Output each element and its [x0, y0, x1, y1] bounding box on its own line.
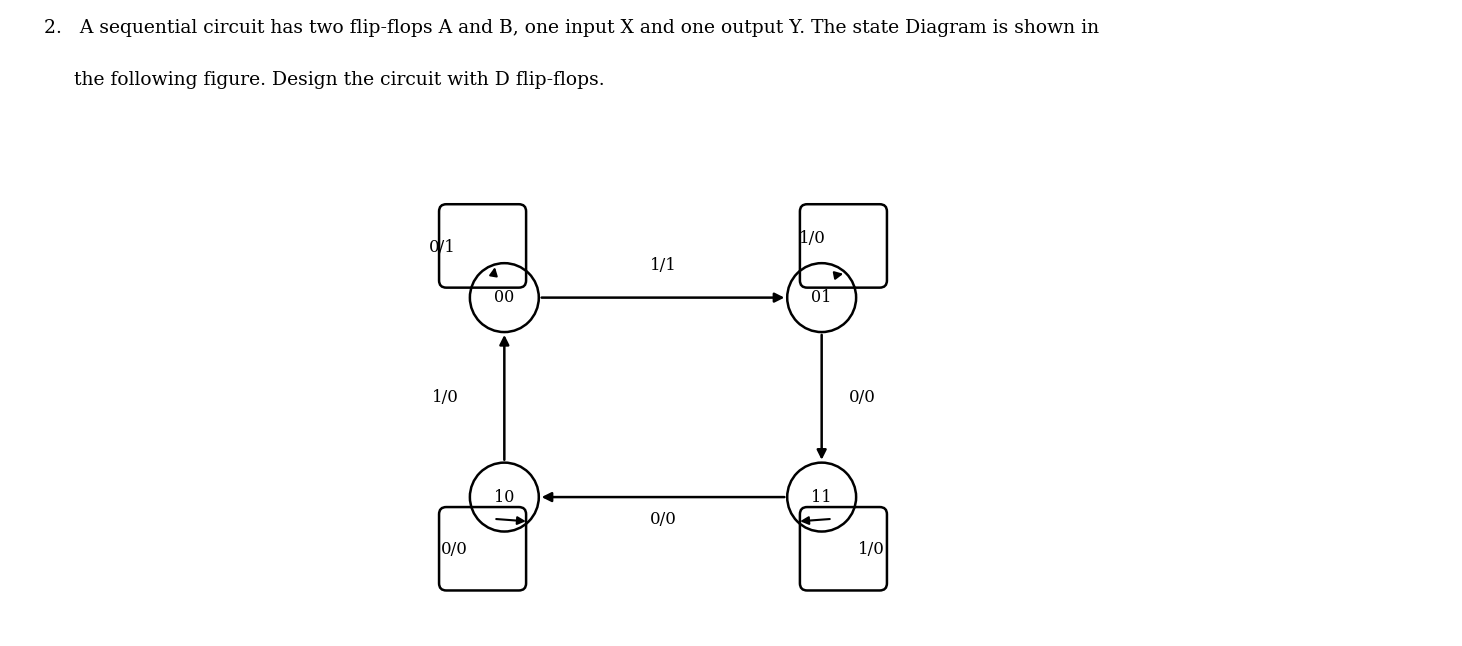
Text: 1/0: 1/0 — [431, 389, 459, 406]
Text: 00: 00 — [494, 289, 515, 306]
Text: 0/0: 0/0 — [442, 541, 468, 558]
Text: 0/0: 0/0 — [849, 389, 876, 406]
Text: 01: 01 — [811, 289, 832, 306]
Text: 11: 11 — [811, 488, 832, 506]
Text: 1/1: 1/1 — [649, 257, 677, 275]
Text: 10: 10 — [494, 488, 515, 506]
Text: 1/0: 1/0 — [800, 230, 826, 247]
Text: 2.   A sequential circuit has two flip-flops A and B, one input X and one output: 2. A sequential circuit has two flip-flo… — [44, 19, 1099, 37]
Text: 0/0: 0/0 — [649, 511, 677, 528]
Text: 1/0: 1/0 — [858, 541, 885, 558]
Text: the following figure. Design the circuit with D flip-flops.: the following figure. Design the circuit… — [44, 71, 604, 89]
Text: 0/1: 0/1 — [430, 239, 456, 256]
